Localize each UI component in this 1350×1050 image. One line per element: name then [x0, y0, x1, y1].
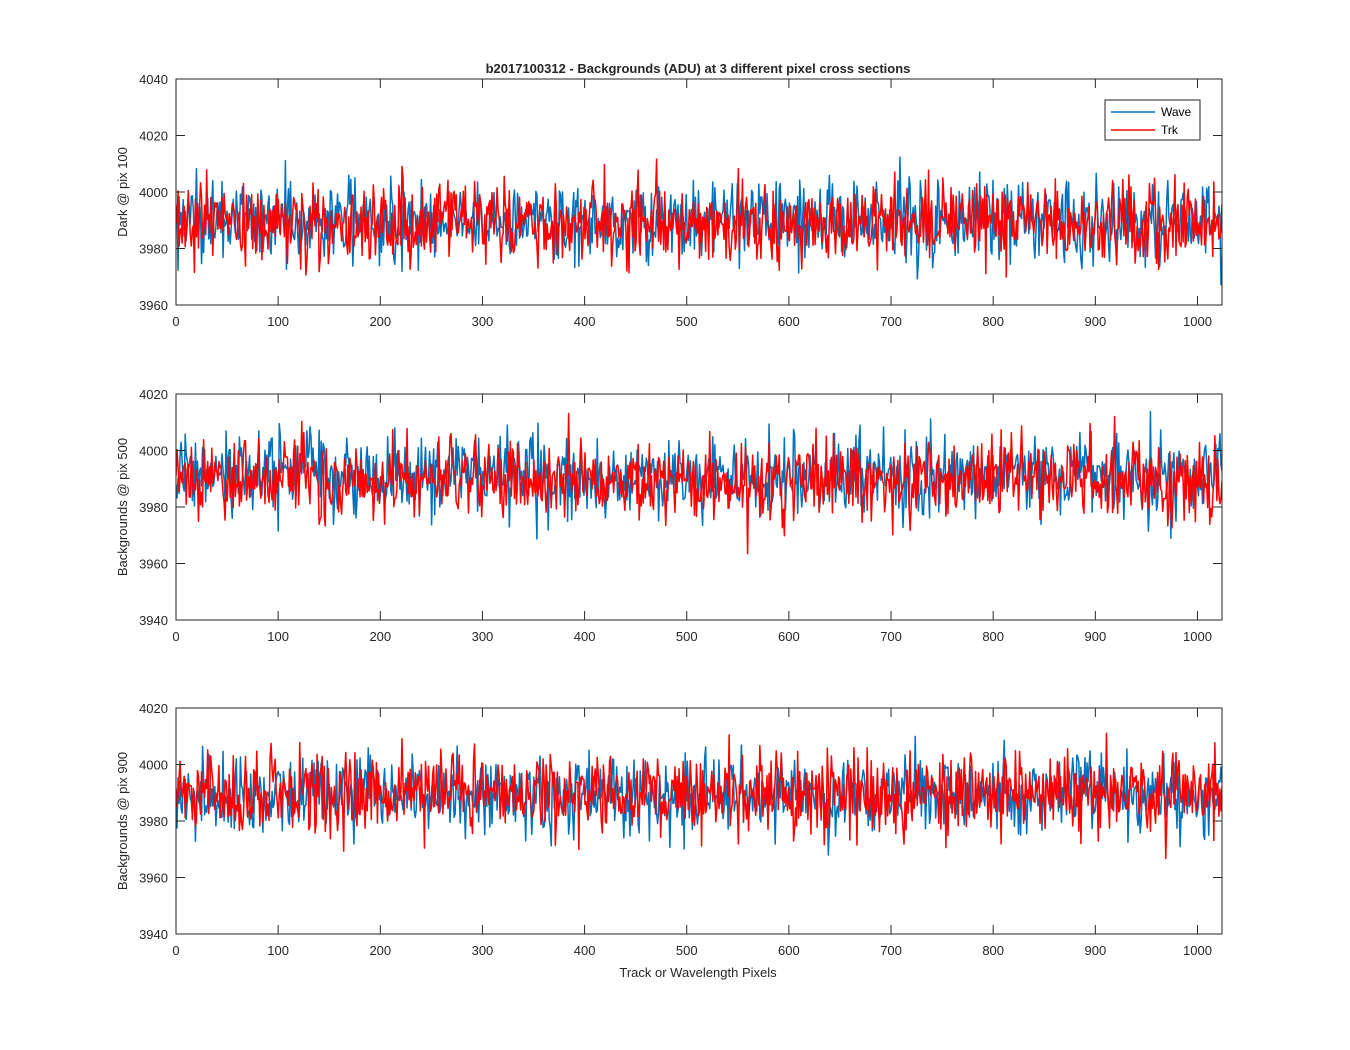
y-tick-label: 4020: [139, 129, 168, 144]
x-tick-label: 0: [172, 629, 179, 644]
y-tick-label: 3940: [139, 613, 168, 628]
y-axis-label: Backgrounds @ pix 900: [115, 752, 130, 890]
x-tick-label: 100: [267, 629, 289, 644]
x-tick-label: 600: [778, 943, 800, 958]
x-tick-label: 300: [472, 314, 494, 329]
x-tick-label: 800: [982, 314, 1004, 329]
panel-2: 0 100 200 300 400 500 600 700 800 900 1000 3940 3960…: [115, 387, 1223, 644]
y-tick-label: 4000: [139, 444, 168, 459]
series-line-wave: [176, 410, 1222, 540]
legend-label-wave: Wave: [1161, 105, 1192, 119]
x-tick-label: 900: [1084, 314, 1106, 329]
x-tick-label: 600: [778, 314, 800, 329]
legend-box: [1104, 99, 1201, 141]
y-tick-label: 4020: [139, 387, 168, 402]
x-tick-label: 500: [676, 314, 698, 329]
y-tick-label: 3980: [139, 242, 168, 257]
y-tick-label: 3960: [139, 557, 168, 572]
x-tick-label: 500: [676, 943, 698, 958]
x-tick-label: 300: [472, 629, 494, 644]
y-tick-label: 4020: [139, 701, 168, 716]
series-line-trk: [176, 412, 1222, 555]
x-tick-label: 200: [369, 629, 391, 644]
x-tick-label: 900: [1084, 943, 1106, 958]
x-tick-label: 0: [172, 314, 179, 329]
x-tick-label: 200: [369, 943, 391, 958]
x-tick-label: 500: [676, 629, 698, 644]
panels: 0 100 200 300 400 500 600 700 800 900 100039603980…: [115, 72, 1223, 958]
y-axis-label: Backgrounds @ pix 500: [115, 438, 130, 576]
axes-frame: [175, 707, 1223, 935]
panel-1: 0 100 200 300 400 500 600 700 800 900 1000 3960 3980…: [115, 72, 1223, 329]
x-tick-label: 0: [172, 943, 179, 958]
legend: Wave Trk: [1104, 99, 1201, 141]
x-tick-label: 100: [267, 314, 289, 329]
y-tick-label: 4000: [139, 758, 168, 773]
y-tick-label: 4040: [139, 72, 168, 87]
x-tick-label: 1000: [1183, 629, 1212, 644]
legend-label-trk: Trk: [1161, 123, 1179, 137]
figure-title: b2017100312 - Backgrounds (ADU) at 3 dif…: [486, 61, 911, 76]
x-tick-label: 900: [1084, 629, 1106, 644]
x-tick-label: 800: [982, 943, 1004, 958]
x-tick-label: 400: [574, 943, 596, 958]
y-tick-label: 3960: [139, 298, 168, 313]
x-tick-label: 300: [472, 943, 494, 958]
x-tick-label: 200: [369, 314, 391, 329]
x-tick-label: 800: [982, 629, 1004, 644]
x-tick-label: 700: [880, 943, 902, 958]
x-axis-label: Track or Wavelength Pixels: [619, 965, 777, 980]
x-tick-label: 1000: [1183, 943, 1212, 958]
x-tick-label: 400: [574, 629, 596, 644]
x-tick-label: 700: [880, 629, 902, 644]
y-tick-label: 3980: [139, 500, 168, 515]
series-line-trk: [176, 732, 1222, 860]
y-tick-label: 4000: [139, 185, 168, 200]
x-tick-label: 400: [574, 314, 596, 329]
y-tick-label: 3960: [139, 871, 168, 886]
x-tick-label: 1000: [1183, 314, 1212, 329]
x-tick-label: 100: [267, 943, 289, 958]
x-tick-label: 600: [778, 629, 800, 644]
y-tick-label: 3940: [139, 927, 168, 942]
y-tick-label: 3980: [139, 814, 168, 829]
panel-3: 0 100 200 300 400 500 600 700 800 900 1000 3940 3960…: [115, 701, 1223, 958]
x-tick-label: 700: [880, 314, 902, 329]
series-line-trk: [176, 158, 1222, 278]
y-axis-label: Dark @ pix 100: [115, 147, 130, 237]
